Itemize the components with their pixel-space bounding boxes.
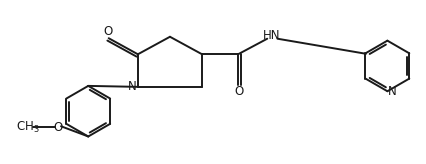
Text: O: O [53, 121, 63, 134]
Text: HN: HN [263, 29, 280, 42]
Text: O: O [234, 85, 243, 98]
Text: CH$_3$: CH$_3$ [16, 120, 39, 135]
Text: O: O [103, 25, 112, 38]
Text: N: N [387, 85, 396, 98]
Text: N: N [127, 80, 136, 93]
